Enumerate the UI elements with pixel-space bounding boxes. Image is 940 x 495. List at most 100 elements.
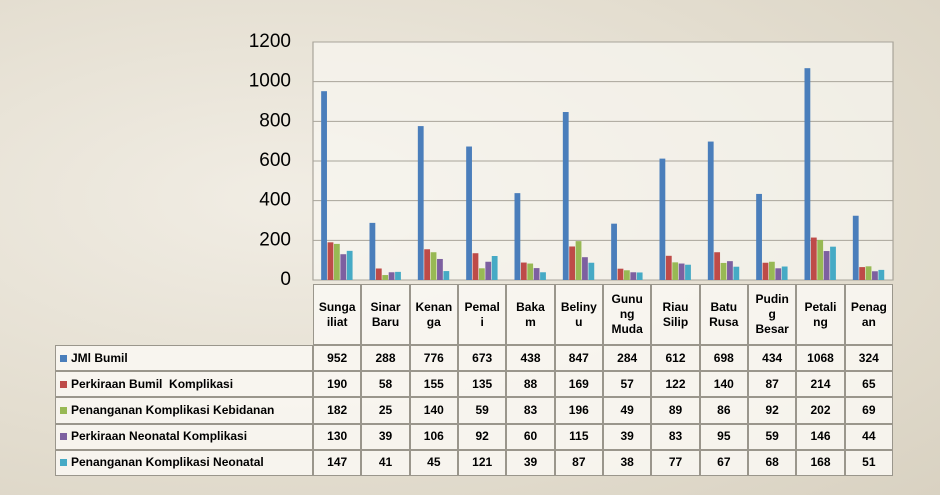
table-value: 121 (458, 449, 507, 476)
bar (443, 271, 450, 280)
table-value: 87 (748, 371, 797, 398)
bar (527, 263, 534, 280)
category-label: Petali ng (796, 284, 845, 345)
bar (636, 272, 643, 280)
bar (611, 223, 617, 280)
bar (804, 68, 811, 281)
table-value: 45 (409, 449, 458, 476)
table-value: 83 (651, 423, 700, 450)
bar (733, 266, 740, 280)
bar (417, 126, 424, 281)
table-value: 106 (409, 423, 458, 450)
bar (781, 266, 788, 280)
y-tick-label: 0 (280, 269, 291, 290)
bar (623, 270, 630, 280)
legend-text: Perkiraan Bumil Komplikasi (71, 376, 234, 391)
category-label: Sinar Baru (361, 284, 410, 345)
bar (520, 262, 527, 280)
table-value: 51 (844, 449, 893, 476)
y-tick-label: 600 (259, 150, 291, 171)
bar (369, 222, 376, 280)
bar (865, 266, 872, 280)
bar (685, 264, 691, 280)
table-value: 202 (796, 397, 845, 424)
table-value: 115 (554, 423, 603, 450)
bar (575, 241, 582, 280)
bar (872, 271, 878, 280)
table-value: 65 (844, 371, 893, 398)
table-value: 39 (603, 423, 652, 450)
bar (478, 268, 485, 280)
legend-key (60, 459, 67, 467)
legend-entry: JMl Bumil (55, 345, 313, 372)
table-value: 130 (313, 423, 362, 450)
table-value: 38 (603, 449, 652, 476)
table-value: 169 (554, 371, 603, 398)
table-value: 847 (554, 345, 603, 372)
table-value: 39 (506, 449, 555, 476)
bar (630, 272, 637, 280)
bar (437, 258, 443, 280)
table-value: 168 (796, 449, 845, 476)
table-value: 190 (313, 371, 362, 398)
table-value: 92 (748, 397, 797, 424)
legend-key (60, 380, 67, 388)
table-value: 58 (361, 371, 410, 398)
legend-entry: Perkiraan Bumil Komplikasi (55, 371, 313, 398)
legend-key (60, 354, 67, 362)
bar (714, 252, 721, 280)
bar (562, 112, 569, 281)
table-value: 673 (458, 345, 507, 372)
table-value: 284 (603, 345, 652, 372)
table-value: 140 (409, 397, 458, 424)
bar (466, 146, 472, 280)
category-label: Penag an (844, 284, 893, 345)
bar (588, 262, 595, 280)
legend-key (60, 433, 67, 441)
table-value: 77 (651, 449, 700, 476)
y-tick-label: 1200 (249, 31, 291, 52)
table-value: 214 (796, 371, 845, 398)
table-value: 155 (409, 371, 458, 398)
legend-text: Penanganan Komplikasi Kebidanan (71, 402, 275, 417)
table-value: 92 (458, 423, 507, 450)
bar (817, 239, 824, 280)
bar (424, 249, 431, 280)
table-value: 147 (313, 449, 362, 476)
table-value: 438 (506, 345, 555, 372)
table-value: 60 (506, 423, 555, 450)
y-tick-label: 400 (259, 190, 291, 211)
category-label: Baka m (506, 284, 555, 345)
bar (395, 271, 401, 280)
legend-text: Penanganan Komplikasi Neonatal (71, 455, 264, 470)
table-value: 952 (313, 345, 362, 372)
y-tick-label: 200 (259, 229, 291, 250)
bar (762, 262, 769, 280)
table-value: 89 (651, 397, 700, 424)
bar (665, 255, 672, 280)
table-value: 87 (554, 449, 603, 476)
table-value: 182 (313, 397, 362, 424)
table-value: 434 (748, 345, 797, 372)
table-value: 83 (506, 397, 555, 424)
table-value: 86 (699, 397, 748, 424)
bar (333, 243, 340, 280)
bar (859, 267, 866, 280)
table-value: 698 (699, 345, 748, 372)
bar (340, 254, 347, 280)
table-value: 776 (409, 345, 458, 372)
table-value: 69 (844, 397, 893, 424)
bar (707, 141, 714, 280)
table-value: 41 (361, 449, 410, 476)
bar (485, 261, 492, 280)
y-tick-label: 800 (259, 110, 291, 131)
legend-text: Perkiraan Neonatal Komplikasi (71, 429, 248, 444)
bar (775, 268, 782, 280)
bar (382, 275, 389, 280)
table-value: 140 (699, 371, 748, 398)
table-value: 95 (699, 423, 748, 450)
legend-text: JMl Bumil (71, 350, 128, 365)
table-value: 25 (361, 397, 410, 424)
